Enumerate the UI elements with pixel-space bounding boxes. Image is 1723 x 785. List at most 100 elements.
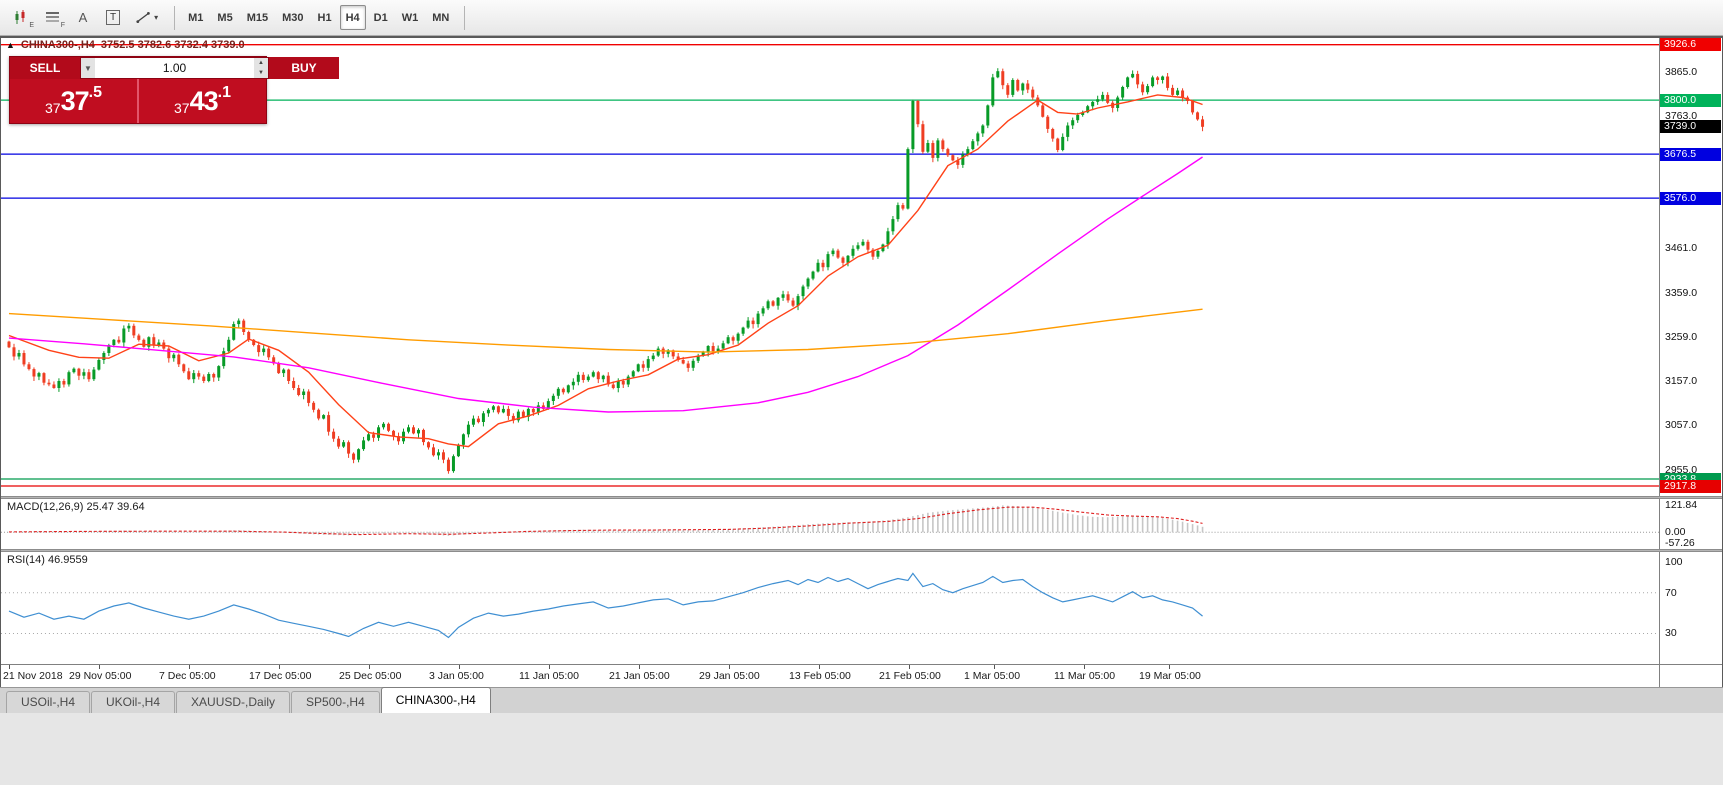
rsi-chart-canvas[interactable]: RSI(14) 46.9559 [1,552,1659,664]
time-axis-label: 19 Mar 05:00 [1139,670,1201,682]
price-divider [137,79,139,123]
price-chart-canvas[interactable]: ▲ CHINA300-,H4 3752.5 3782.6 3732.4 3739… [1,38,1659,496]
timeframe-mn[interactable]: MN [426,5,455,30]
macd-axis[interactable]: 121.84 0.00 -57.26 [1659,499,1722,549]
tab-ukoil-h4[interactable]: UKOil-,H4 [91,691,176,713]
macd-chart-canvas[interactable]: MACD(12,26,9) 25.47 39.64 [1,499,1659,549]
bottom-fill [0,713,1723,785]
macd-axis-label: 0.00 [1665,526,1686,538]
time-axis-label: 1 Mar 05:00 [964,670,1021,682]
time-axis[interactable]: 21 Nov 2018 29 Nov 05:00 7 Dec 05:00 17 Dec… [1,664,1722,687]
time-axis-label: 3 Jan 05:00 [429,670,484,682]
charts-bar-button[interactable]: E [6,5,36,30]
time-tick [189,665,190,669]
chart-profiles-button[interactable]: F [38,5,67,30]
timeframe-m5[interactable]: M5 [211,5,238,30]
time-tick [279,665,280,669]
icon-sub-label: F [60,22,65,29]
timeframe-m1[interactable]: M1 [182,5,209,30]
time-tick [1169,665,1170,669]
timeframe-h4[interactable]: H4 [339,5,366,30]
price-axis-label: 3359.0 [1665,287,1698,299]
bid-price[interactable]: 37 37.5 [10,79,137,123]
time-axis-labels: 21 Nov 2018 29 Nov 05:00 7 Dec 05:00 17 Dec… [1,665,1659,687]
pane-splitter[interactable] [1,496,1722,499]
timeframe-d1[interactable]: D1 [368,5,394,30]
timeframe-w1[interactable]: W1 [396,5,425,30]
time-tick [994,665,995,669]
price-axis-label: 3057.0 [1665,419,1698,431]
candlestick-chart-icon [15,10,25,24]
volume-up-button[interactable]: ▲ [254,58,268,68]
level-price-badge: 3576.0 [1660,192,1721,205]
buy-button[interactable]: BUY [269,57,339,79]
time-axis-label: 13 Feb 05:00 [789,670,851,682]
macd-pane: MACD(12,26,9) 25.47 39.64 121.84 0.00 -57.… [1,499,1722,549]
rsi-axis[interactable]: 100 70 30 [1659,552,1722,664]
list-lines-icon [46,12,59,22]
level-price-badge: 3926.6 [1660,38,1721,51]
toolbar-separator [464,5,466,30]
chart-ohlc-label: 3752.5 3782.6 3732.4 3739.0 [100,39,245,51]
text-tool-button[interactable]: A [69,5,97,30]
drawing-tools-button[interactable]: ▾ [129,5,165,30]
price-fraction: .1 [217,84,231,101]
dropdown-caret-icon: ▾ [154,13,159,22]
rsi-axis-label: 100 [1665,556,1683,568]
time-tick [369,665,370,669]
time-tick [1084,665,1085,669]
level-price-badge: 3676.5 [1660,148,1721,161]
tab-china300-h4[interactable]: CHINA300-,H4 [380,687,491,713]
timeframe-m30[interactable]: M30 [276,5,309,30]
timeframe-m15[interactable]: M15 [241,5,274,30]
volume-down-button[interactable]: ▼ [254,68,268,78]
rsi-label: RSI(14) 46.9559 [7,554,88,566]
price-axis-label: 3157.0 [1665,375,1698,387]
timeframe-h1[interactable]: H1 [312,5,338,30]
price-pane: ▲ CHINA300-,H4 3752.5 3782.6 3732.4 3739… [1,38,1722,496]
price-axis-label: 3461.0 [1665,242,1698,254]
tab-usoil-h4[interactable]: USOil-,H4 [6,691,91,713]
level-price-badge: 2917.8 [1660,480,1721,493]
text-tool-icon: A [78,10,88,25]
price-prefix: 37 [45,100,61,116]
tab-sp500-h4[interactable]: SP500-,H4 [291,691,380,713]
time-axis-label: 29 Jan 05:00 [699,670,760,682]
time-tick [819,665,820,669]
chart-symbol-label: CHINA300-,H4 [20,39,95,51]
icon-sub-label: E [29,22,34,29]
tab-xauusd-daily[interactable]: XAUUSD-,Daily [176,691,291,713]
time-axis-label: 21 Nov 2018 [3,670,63,682]
macd-label: MACD(12,26,9) 25.47 39.64 [7,501,145,513]
toolbar-separator [174,5,176,30]
pane-splitter[interactable] [1,549,1722,552]
time-tick [459,665,460,669]
time-tick [549,665,550,669]
current-price-badge: 3739.0 [1660,120,1721,133]
volume-dropdown-caret-icon[interactable]: ▼ [81,58,95,78]
price-big-digits: 43 [189,85,219,116]
label-tool-button[interactable]: T [99,5,127,30]
price-prefix: 37 [174,100,190,116]
macd-axis-label: -57.26 [1665,537,1695,549]
time-tick [729,665,730,669]
time-axis-label: 7 Dec 05:00 [159,670,216,682]
price-axis-label: 3865.0 [1665,66,1698,78]
volume-input[interactable] [95,58,254,78]
time-axis-label: 29 Nov 05:00 [69,670,132,682]
sell-button[interactable]: SELL [10,57,80,79]
time-axis-label: 11 Mar 05:00 [1054,670,1116,682]
rsi-pane: RSI(14) 46.9559 100 70 30 [1,552,1722,664]
price-axis-label: 3763.0 [1665,110,1698,122]
time-tick [99,665,100,669]
macd-axis-label: 121.84 [1665,499,1698,511]
ask-price[interactable]: 37 43.1 [139,79,266,123]
volume-control: ▼ ▲ ▼ [80,57,269,79]
one-click-panel-toggle-icon[interactable]: ▲ [6,40,15,50]
time-tick [9,665,10,669]
trendline-tool-icon [136,12,150,23]
time-axis-label: 17 Dec 05:00 [249,670,312,682]
price-axis[interactable]: 3865.0 3763.0 3461.0 3359.0 3259.0 3157.0 3057… [1659,38,1722,496]
